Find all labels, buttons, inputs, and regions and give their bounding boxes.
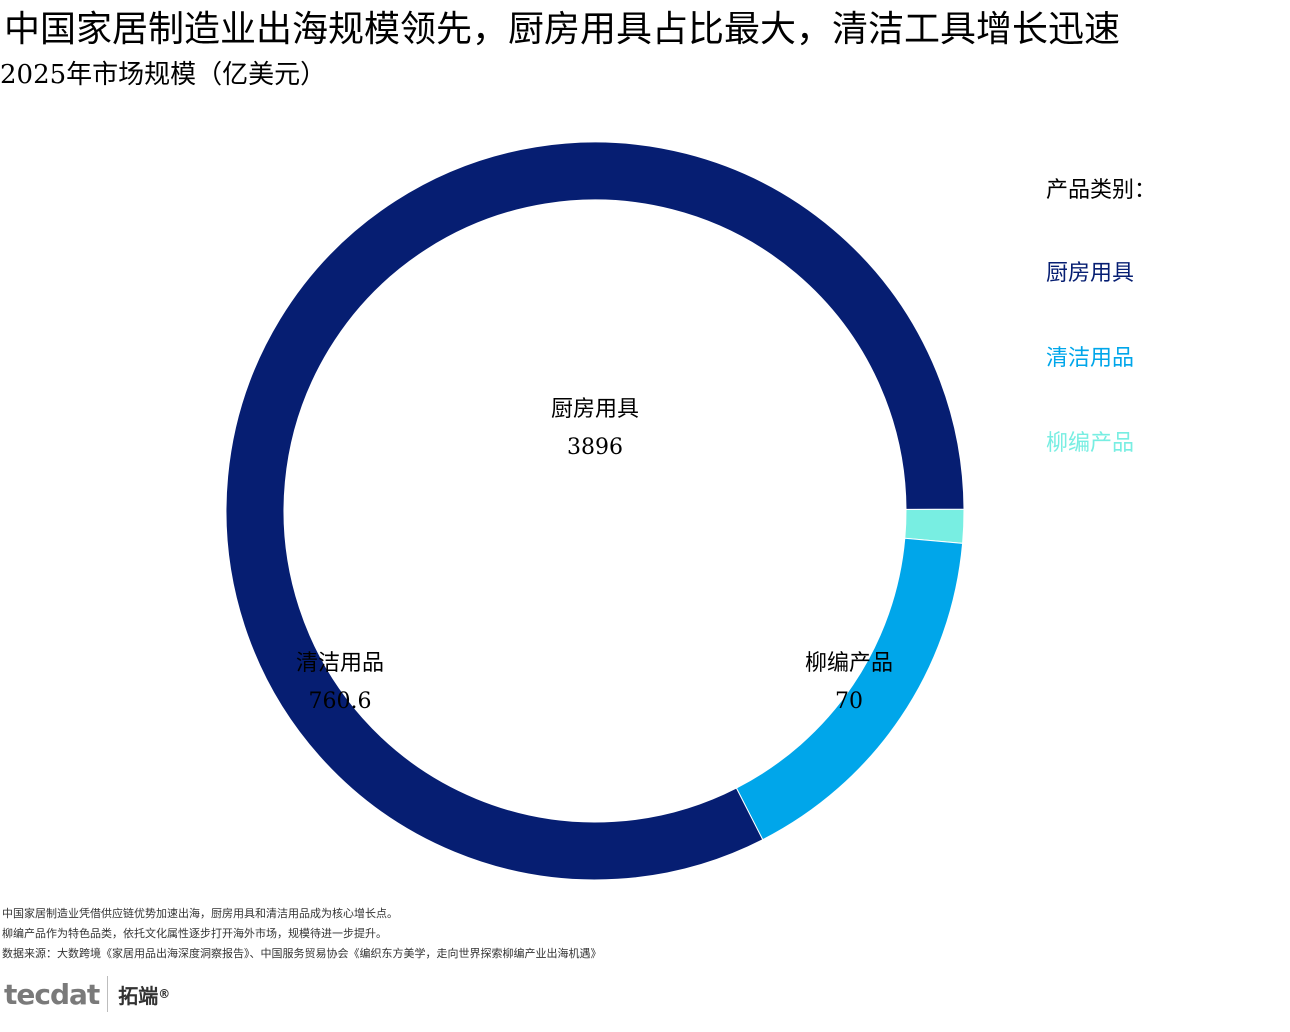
slice-label-cleaning: 清洁用品 [296,651,384,676]
chart-title: 中国家居制造业出海规模领先，厨房用具占比最大，清洁工具增长迅速 [4,9,1121,50]
slice-label-kitchenware: 厨房用具 [551,397,639,422]
slice-value-kitchenware: 3896 [567,435,623,460]
registered-mark: ® [158,987,171,1001]
footnote-source: 数据来源：大数跨境《家居用品出海深度洞察报告》、中国服务贸易协会《编织东方美学，… [2,947,602,960]
donut-slices [225,141,965,881]
legend-item-kitchenware[interactable]: 厨房用具 [1046,261,1135,286]
logo-divider [107,976,109,1012]
footnotes: 中国家居制造业凭借供应链优势加速出海，厨房用具和清洁用品成为核心增长点。 柳编产… [2,904,602,964]
slice-wicker [904,508,965,544]
footnote-line: 柳编产品作为特色品类，依托文化属性逐步打开海外市场，规模待进一步提升。 [2,927,387,940]
legend: 产品类别： 厨房用具 清洁用品 柳编产品 [1046,176,1156,514]
logo-cn-text: 拓端 [118,983,159,1008]
slice-value-wicker: 70 [835,689,863,714]
legend-title: 产品类别： [1046,178,1157,203]
slice-kitchenware [225,141,965,881]
slice-label-wicker: 柳编产品 [805,651,893,676]
footnote-line: 中国家居制造业凭借供应链优势加速出海，厨房用具和清洁用品成为核心增长点。 [2,907,398,920]
legend-item-wicker[interactable]: 柳编产品 [1046,431,1135,456]
brand-logo: tecdat 拓端 ® [4,976,170,1012]
legend-item-cleaning[interactable]: 清洁用品 [1046,346,1135,371]
logo-mark: tecdat [4,977,100,1011]
donut-slice-labels: 厨房用具 3896 清洁用品 760.6 柳编产品 70 [296,397,893,714]
slice-value-cleaning: 760.6 [309,689,372,714]
chart-subtitle: 2025年市场规模（亿美元） [0,60,327,90]
